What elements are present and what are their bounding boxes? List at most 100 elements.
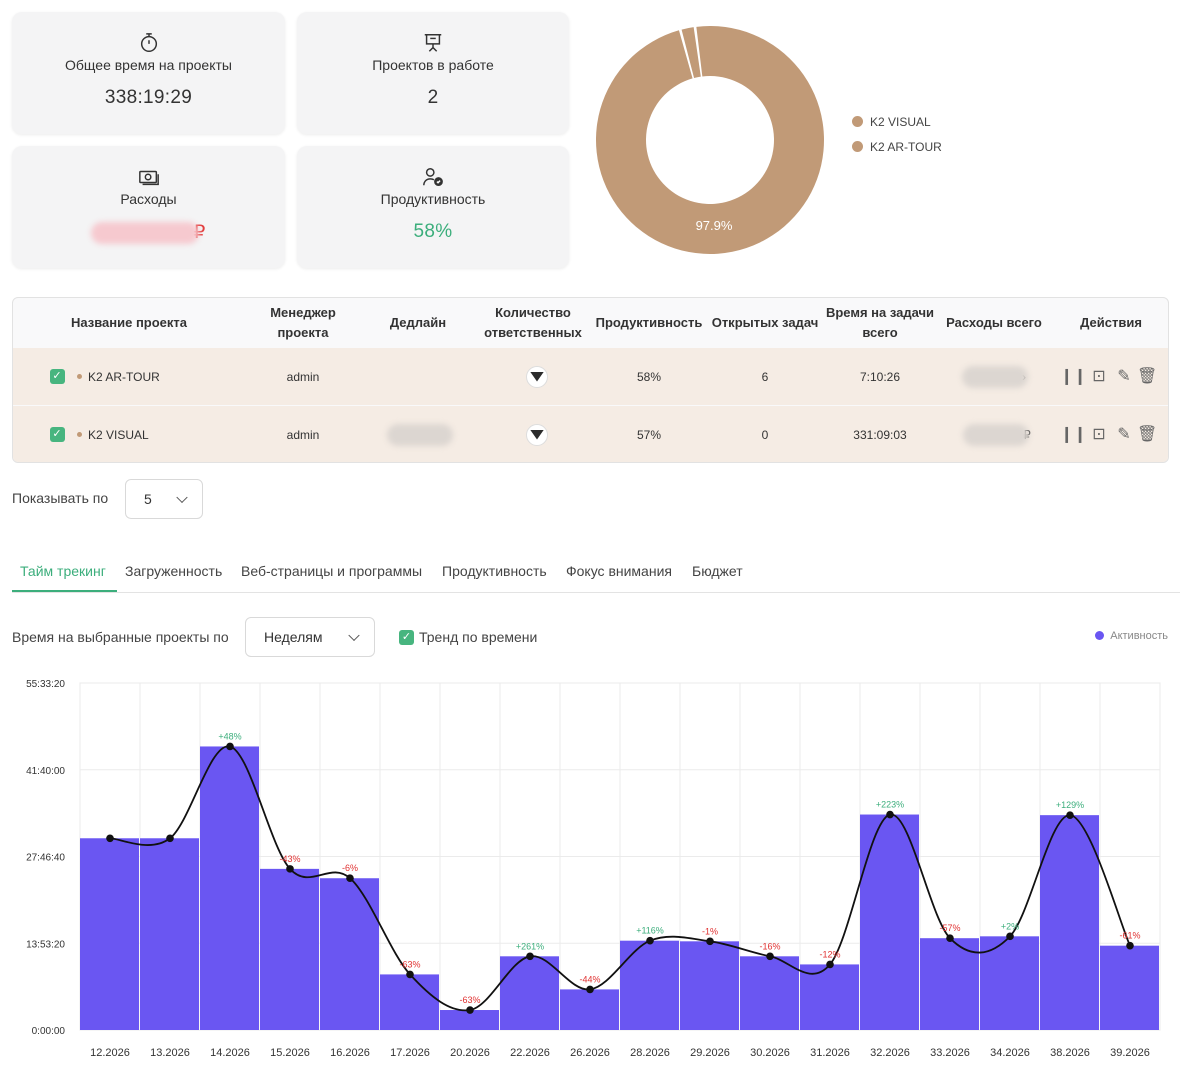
tab-productivity[interactable]: Продуктивность	[442, 563, 547, 579]
trash-icon[interactable]: 🗑	[1137, 426, 1158, 443]
bar[interactable]	[680, 941, 739, 1030]
bar[interactable]	[1100, 945, 1159, 1030]
tab-focus[interactable]: Фокус внимания	[566, 563, 672, 579]
money-icon	[138, 170, 159, 186]
trend-point	[586, 985, 594, 994]
th-open-tasks[interactable]: Открытых задач	[711, 315, 819, 330]
page-size-select[interactable]: 5	[125, 479, 203, 519]
card-productivity: Продуктивность 58%	[297, 146, 569, 268]
bar[interactable]	[560, 989, 619, 1030]
card-projects-active: Проектов в работе 2	[297, 12, 569, 134]
card-total-time: Общее время на проекты 338:19:29	[12, 12, 285, 134]
bar[interactable]	[320, 878, 379, 1030]
edit-icon[interactable]: ✎	[1117, 368, 1131, 385]
legend-dot	[852, 116, 863, 127]
row-checkbox[interactable]: ✓	[49, 369, 65, 384]
hidden-expense	[962, 365, 1028, 388]
th-name[interactable]: Название проекта	[70, 315, 188, 330]
project-dot	[77, 432, 82, 437]
period-select[interactable]: Неделям	[245, 617, 375, 657]
x-tick-label: 14.2026	[210, 1047, 250, 1059]
x-tick-label: 26.2026	[570, 1047, 610, 1059]
trash-icon[interactable]: 🗑	[1137, 368, 1158, 385]
th-manager[interactable]: Менеджер проекта	[270, 305, 336, 340]
legend-activity[interactable]: Активность	[1095, 630, 1168, 642]
y-tick-label: 27:46:40	[26, 853, 65, 864]
x-tick-label: 15.2026	[270, 1047, 310, 1059]
th-responsible[interactable]: Количество ответственных	[484, 305, 582, 340]
donut-chart: 97.9%	[592, 22, 828, 258]
card-value: 338:19:29	[104, 87, 193, 108]
archive-icon[interactable]: ⊡	[1092, 426, 1106, 443]
card-label: Расходы	[120, 191, 177, 207]
trend-point	[1066, 811, 1074, 819]
chevron-down-icon	[176, 491, 188, 504]
project-name[interactable]: K2 VISUAL	[88, 427, 149, 442]
trend-point	[766, 952, 774, 961]
x-tick-label: 13.2026	[150, 1047, 190, 1059]
card-label: Общее время на проекты	[65, 57, 232, 73]
change-label: +2%	[1001, 921, 1019, 931]
donut-center-label: 97.9%	[696, 218, 733, 233]
tab-time-tracking[interactable]: Тайм трекинг	[20, 563, 106, 579]
bar[interactable]	[800, 964, 859, 1030]
bar[interactable]	[740, 956, 799, 1030]
tab-workload[interactable]: Загруженность	[125, 563, 223, 579]
trend-point	[226, 742, 234, 751]
change-label: -1%	[702, 926, 718, 936]
bar[interactable]	[200, 746, 259, 1030]
bar[interactable]	[500, 956, 559, 1030]
trend-label: Тренд по времени	[419, 629, 538, 645]
table-row[interactable]: ✓ K2 AR-TOUR admin 58% 6 7:10:26 › ❙❙ ⊡ …	[13, 348, 1168, 405]
tab-budget[interactable]: Бюджет	[692, 563, 743, 579]
project-dot	[77, 374, 82, 379]
change-label: -63%	[399, 959, 420, 969]
bar[interactable]	[620, 940, 679, 1030]
donut-slice-k2-visual[interactable]	[596, 26, 824, 254]
avatar[interactable]	[526, 365, 548, 388]
bar[interactable]	[140, 838, 199, 1030]
bar[interactable]	[860, 814, 919, 1030]
legend-item-k2-ar-tour[interactable]: K2 AR-TOUR	[852, 140, 942, 154]
project-name[interactable]: K2 AR-TOUR	[88, 369, 160, 384]
archive-icon[interactable]: ⊡	[1092, 368, 1106, 385]
donut-slice-k2-ar-tour[interactable]	[681, 27, 701, 79]
th-expenses[interactable]: Расходы всего	[946, 315, 1042, 330]
trend-checkbox[interactable]: ✓	[399, 629, 414, 645]
bar[interactable]	[380, 974, 439, 1030]
manager: admin	[286, 369, 320, 384]
time: 7:10:26	[859, 369, 901, 384]
bar[interactable]	[440, 1010, 499, 1030]
trend-point	[346, 874, 354, 883]
th-deadline[interactable]: Дедлайн	[389, 315, 447, 330]
pause-icon[interactable]: ❙❙	[1060, 426, 1087, 443]
trend-point	[166, 834, 174, 843]
bar[interactable]	[1040, 815, 1099, 1030]
bar[interactable]	[980, 936, 1039, 1030]
trend-toggle[interactable]: ✓ Тренд по времени	[399, 629, 537, 645]
change-label: -57%	[939, 923, 960, 933]
th-time[interactable]: Время на задачи всего	[825, 305, 935, 340]
avatar[interactable]	[526, 423, 548, 446]
change-label: -44%	[579, 974, 600, 984]
trend-point	[886, 810, 894, 819]
card-expenses: Расходы ₽	[12, 146, 285, 268]
th-productivity[interactable]: Продуктивность	[595, 315, 703, 330]
trend-point	[406, 970, 414, 979]
edit-icon[interactable]: ✎	[1117, 426, 1131, 443]
trend-point	[946, 934, 954, 942]
trend-point	[1126, 941, 1134, 950]
tab-web-pages[interactable]: Веб-страницы и программы	[241, 563, 423, 579]
x-tick-label: 17.2026	[390, 1047, 430, 1059]
pause-icon[interactable]: ❙❙	[1060, 368, 1087, 385]
row-checkbox[interactable]: ✓	[49, 427, 65, 442]
hidden-amount	[91, 221, 200, 244]
table-row[interactable]: ✓ K2 VISUAL admin 57% 0 331:09:03 ₽ ❙❙ ⊡…	[13, 406, 1168, 462]
trend-point	[106, 834, 114, 843]
bar[interactable]	[260, 868, 319, 1030]
bar[interactable]	[920, 938, 979, 1030]
change-label: -63%	[459, 995, 480, 1005]
legend-dot	[852, 141, 863, 152]
bar[interactable]	[80, 838, 139, 1030]
legend-item-k2-visual[interactable]: K2 VISUAL	[852, 115, 931, 129]
